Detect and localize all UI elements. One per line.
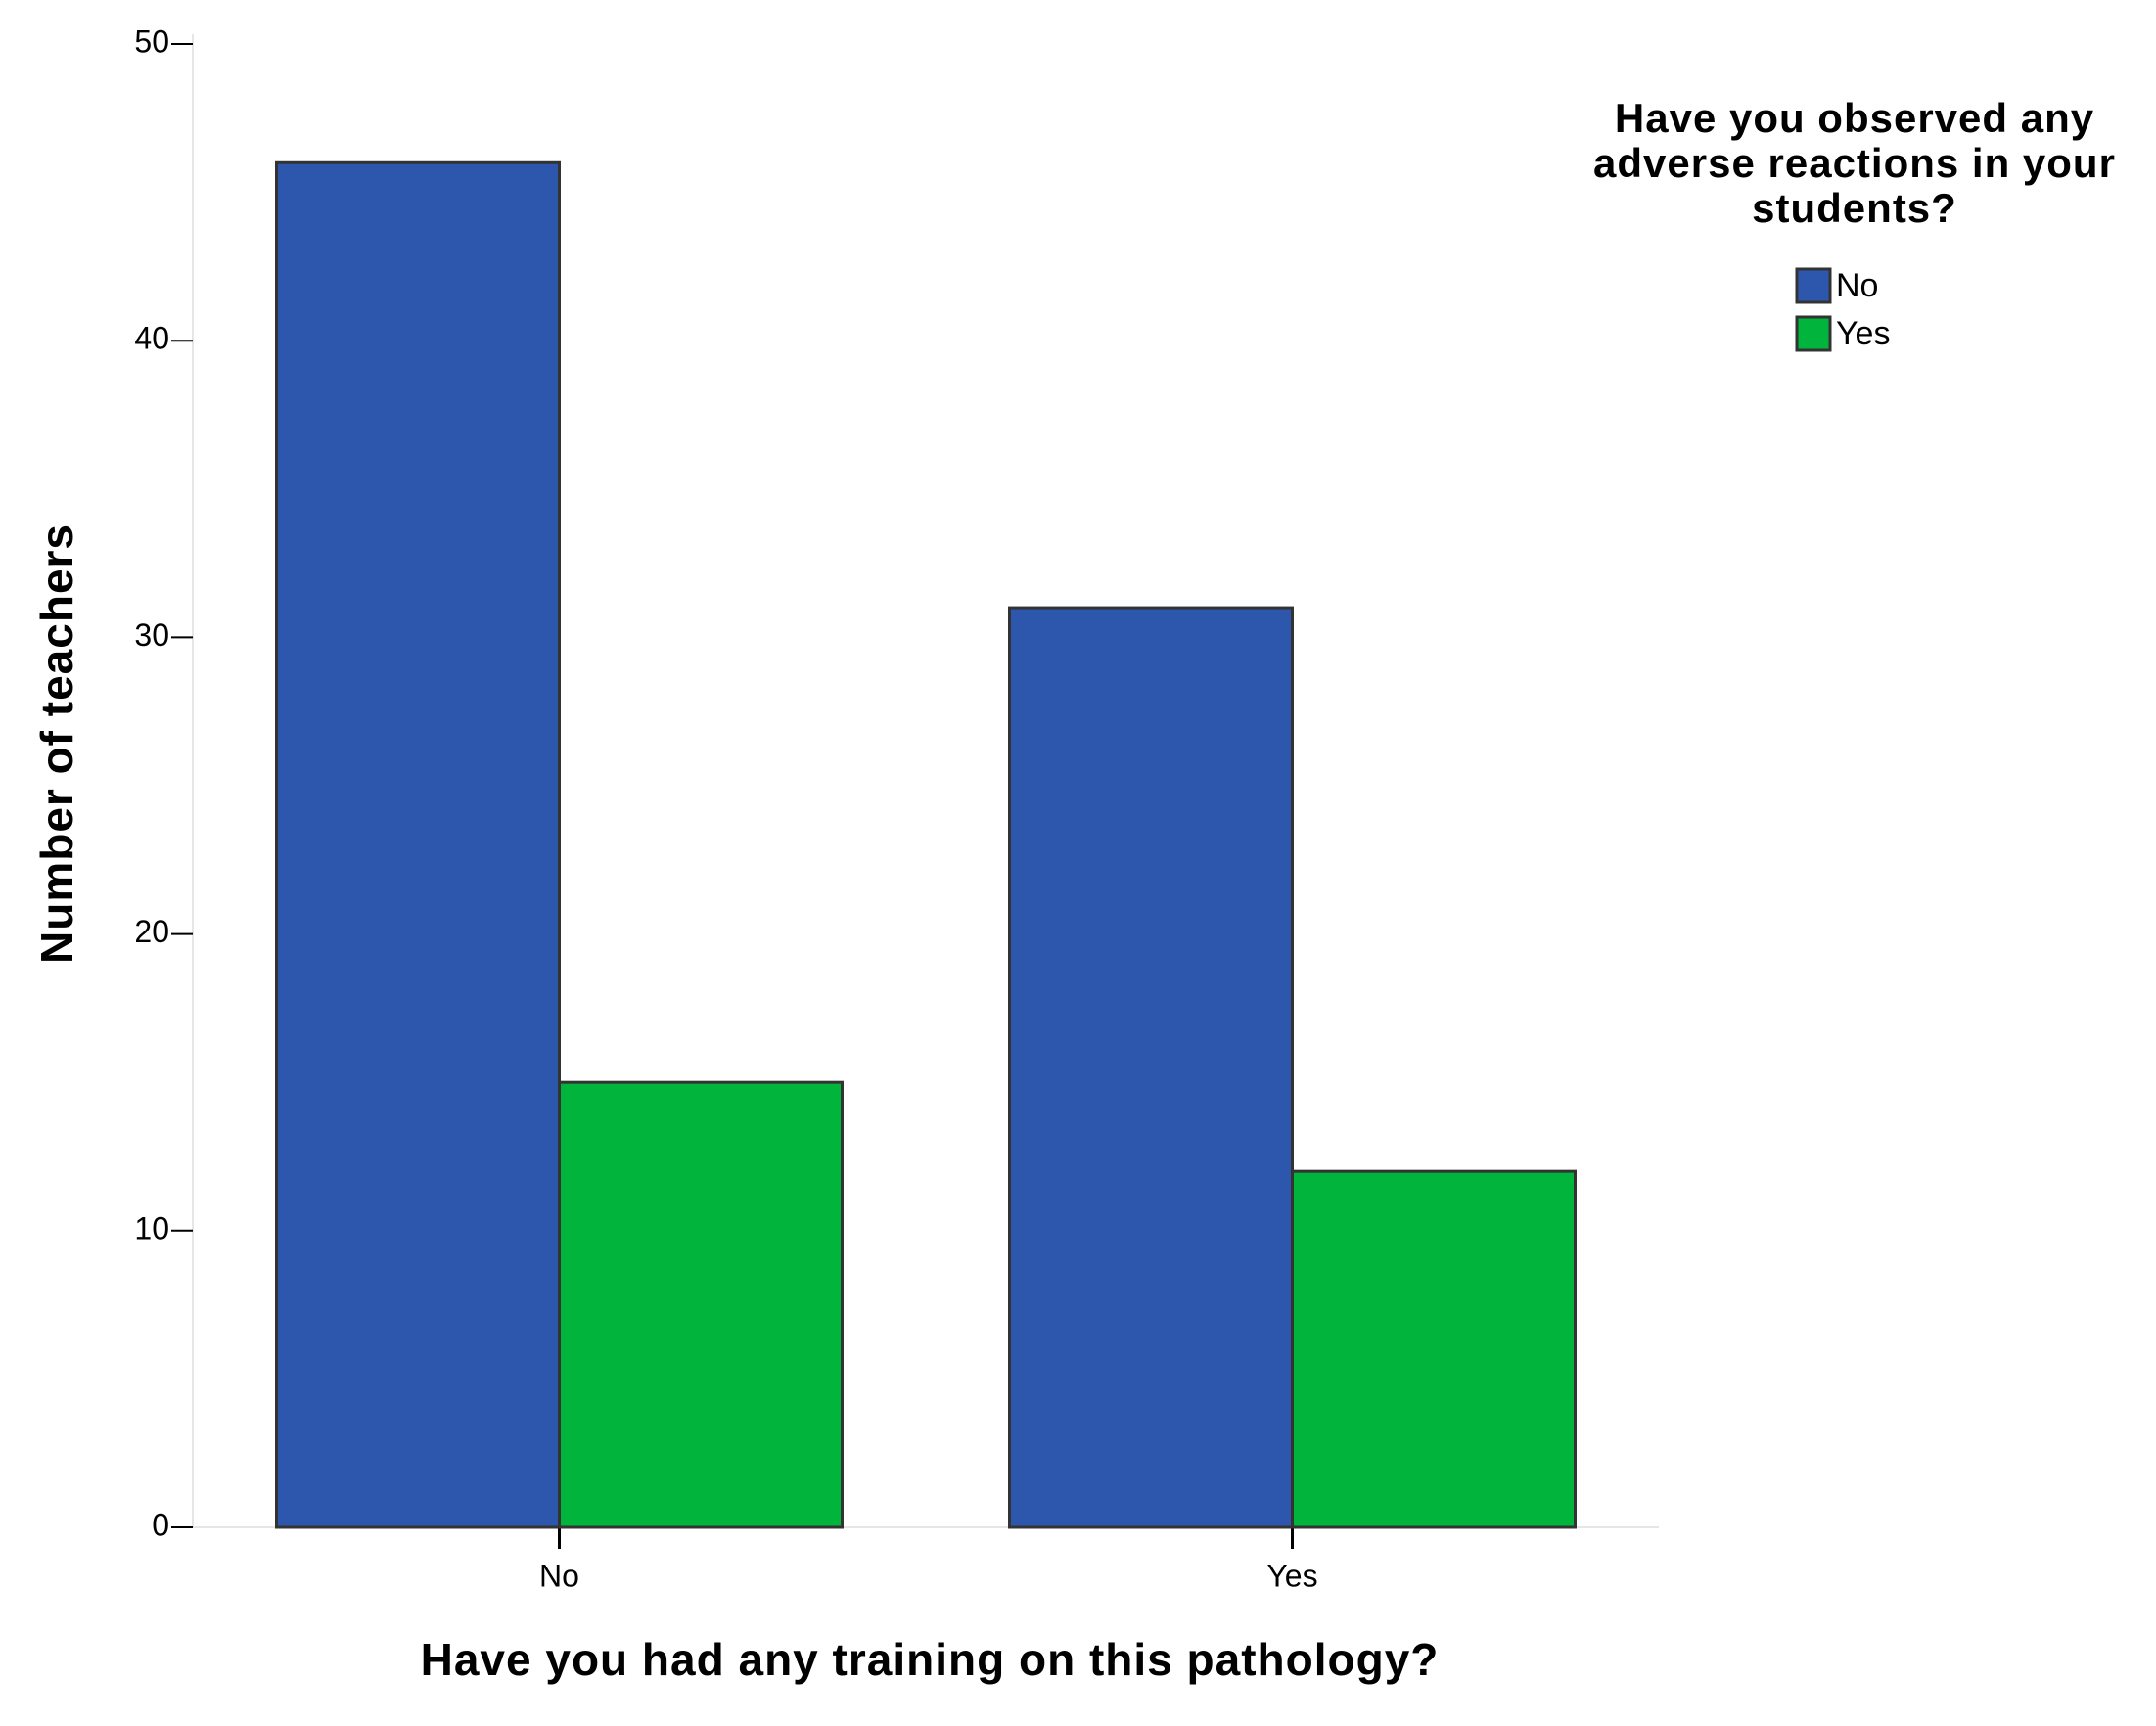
- x-tick-label: Yes: [1266, 1558, 1317, 1593]
- y-tick-label: 20: [134, 914, 169, 949]
- y-tick-label: 40: [134, 321, 169, 356]
- legend-title: Have you observed any adverse reactions …: [1593, 95, 2116, 231]
- legend-swatch: [1795, 267, 1832, 304]
- legend-label: No: [1836, 267, 1878, 304]
- x-axis-title: Have you had any training on this pathol…: [421, 1634, 1440, 1685]
- bar: [558, 1080, 844, 1529]
- y-tick-label: 10: [134, 1210, 169, 1246]
- y-tick-label: 0: [152, 1507, 169, 1542]
- legend-label: Yes: [1836, 315, 1890, 352]
- legend-swatch: [1795, 315, 1832, 352]
- y-tick-label: 30: [134, 617, 169, 653]
- x-tick-label: No: [539, 1558, 579, 1593]
- y-axis-title: Number of teachers: [31, 523, 82, 964]
- y-tick-label: 50: [134, 23, 169, 59]
- bar: [1291, 1169, 1577, 1529]
- bar: [1008, 606, 1294, 1529]
- bar: [275, 160, 561, 1529]
